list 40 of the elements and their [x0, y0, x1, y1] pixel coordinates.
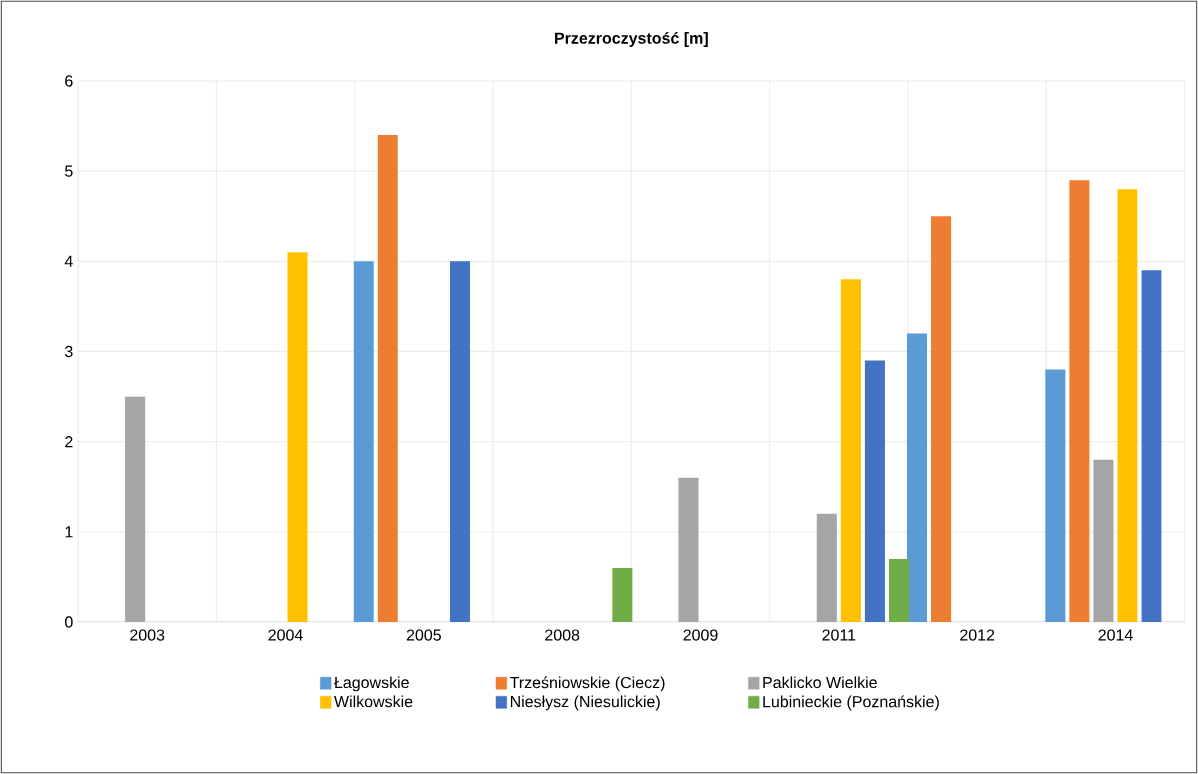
bar: [840, 279, 861, 622]
x-tick-label: 2004: [268, 629, 303, 641]
bar: [377, 135, 398, 622]
y-tick-label: 2: [65, 436, 73, 448]
legend-label: Trześniowskie (Ciecz): [509, 676, 665, 692]
x-tick-label: 2003: [130, 629, 165, 641]
y-tick-label: 3: [65, 345, 73, 358]
y-tick-label: 6: [65, 75, 73, 87]
y-tick-label: 0: [65, 616, 73, 628]
x-tick-label: 2008: [545, 629, 580, 641]
x-tick-label: 2009: [683, 629, 718, 641]
bar: [1069, 180, 1090, 622]
x-tick-label: 2012: [960, 629, 995, 641]
legend-label: Paklicko Wielkie: [763, 676, 877, 689]
legend-label: Lubinieckie (Poznańskie): [763, 695, 939, 711]
legend-label: Niesłysz (Niesulickie): [510, 695, 660, 711]
bar: [1093, 459, 1114, 622]
bar: [125, 396, 146, 622]
x-tick-label: 2014: [1098, 629, 1133, 641]
bar: [353, 261, 374, 622]
bar: [612, 567, 633, 622]
x-tick-label: 2011: [822, 629, 856, 641]
bar: [888, 558, 910, 622]
bar: [678, 477, 699, 622]
bar: [864, 360, 885, 622]
bar: [1141, 270, 1162, 622]
legend-label: Wilkowskie: [334, 695, 413, 708]
bar: [1045, 369, 1066, 622]
y-tick-label: 5: [65, 165, 73, 177]
y-tick-label: 1: [65, 526, 73, 538]
bar: [931, 216, 952, 622]
chart-title: Przezroczystość [m]: [555, 31, 708, 47]
legend-label: Łagowskie: [334, 676, 409, 692]
x-tick-label: 2005: [406, 629, 441, 641]
y-tick-label: 4: [64, 255, 73, 267]
bar: [449, 261, 470, 622]
bar: [287, 252, 308, 622]
bar: [906, 333, 928, 622]
bar: [816, 513, 837, 622]
bar: [1117, 189, 1138, 622]
